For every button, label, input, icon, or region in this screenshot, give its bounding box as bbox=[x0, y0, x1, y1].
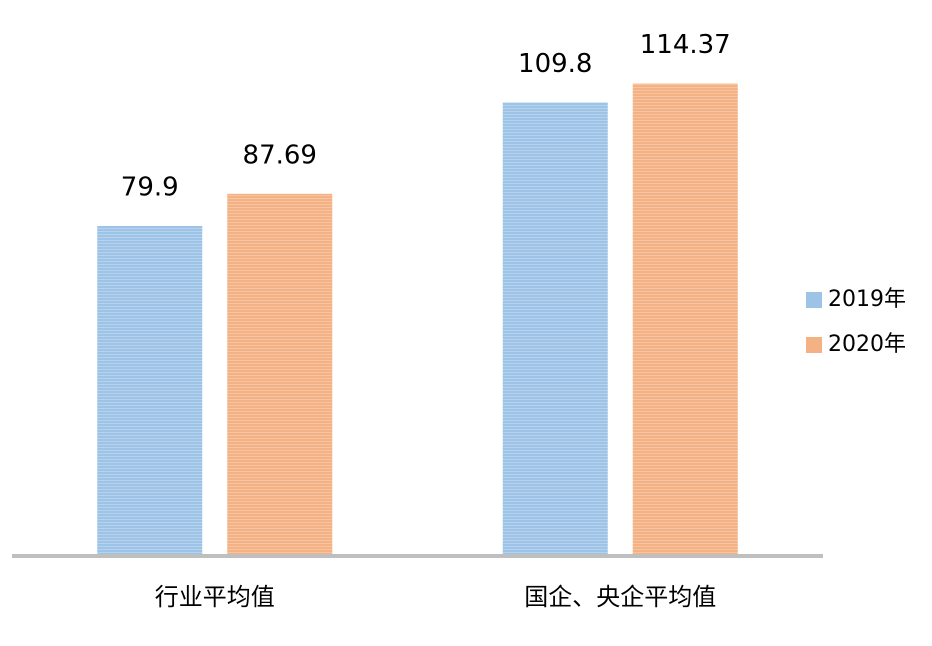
data-label: 109.8 bbox=[518, 49, 592, 79]
legend-label: 2019年 bbox=[828, 287, 906, 312]
legend-label: 2020年 bbox=[828, 332, 906, 357]
bar-texture bbox=[97, 225, 203, 556]
legend-swatch bbox=[806, 337, 822, 353]
bar-texture bbox=[502, 102, 608, 556]
x-tick-label: 国企、央企平均值 bbox=[524, 583, 716, 611]
data-label: 114.37 bbox=[640, 30, 731, 60]
legend-swatch bbox=[806, 292, 822, 308]
x-tick-label: 行业平均值 bbox=[155, 583, 275, 611]
bar-texture bbox=[632, 83, 738, 556]
data-label: 87.69 bbox=[243, 140, 317, 170]
data-label: 79.9 bbox=[121, 172, 179, 202]
bar-texture bbox=[227, 193, 333, 556]
